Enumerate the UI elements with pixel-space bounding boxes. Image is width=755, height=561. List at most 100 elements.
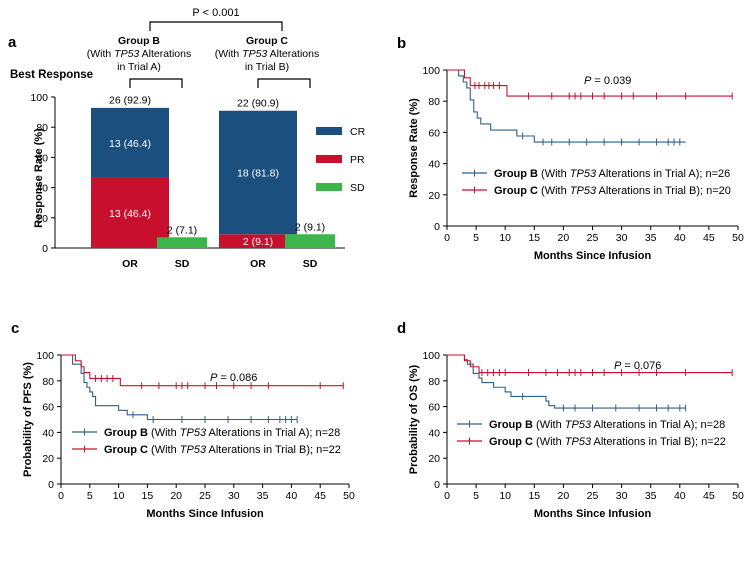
group-note-gene: TP53 (242, 48, 267, 60)
a-y-tick-label: 60 (36, 152, 48, 164)
panel-c-km-chart: c 0 20 40 60 80 100 0 5 10 15 20 25 30 35 40 45 50 Months … (11, 320, 355, 520)
km-curve-group_b (61, 354, 298, 421)
a-y-tick-label: 100 (30, 92, 48, 104)
x-tick-label: 45 (314, 490, 326, 502)
y-tick-label: 60 (42, 402, 54, 414)
legend-swatch-pr (316, 155, 342, 163)
bar-segment-label: 13 (46.4) (109, 208, 151, 220)
panel-a-title: Best Response (10, 69, 93, 81)
p-value-symbol: P (210, 372, 218, 384)
y-tick-label: 100 (36, 350, 54, 362)
km-curve-group_b (447, 354, 686, 409)
legend-group-name: Group B (104, 427, 148, 439)
x-tick-label: 35 (257, 490, 269, 502)
a-y-tick-label: 0 (42, 243, 48, 255)
y-tick-label: 20 (42, 453, 54, 465)
y-tick-label: 0 (434, 221, 440, 233)
legend-text-post: Alterations in Trial A); n=26 (596, 168, 730, 180)
x-category-label: OR (250, 258, 266, 270)
group-bracket (257, 78, 311, 88)
legend-label-pr: PR (350, 154, 365, 166)
x-tick-label: 30 (616, 490, 628, 502)
y-tick-label: 0 (48, 479, 54, 491)
legend-label-group_c: Group C (With TP53 Alterations in Trial … (494, 185, 731, 197)
y-tick-label: 60 (428, 127, 440, 139)
bar-total-label: 26 (92.9) (109, 95, 151, 107)
x-tick-label: 30 (228, 490, 240, 502)
a-y-tick-label: 20 (36, 213, 48, 225)
legend-group-name: Group B (494, 168, 538, 180)
x-tick-label: 25 (587, 490, 599, 502)
x-axis-label: Months Since Infusion (534, 250, 652, 262)
legend-gene: TP53 (565, 419, 592, 431)
group-note-post: Alterations (139, 48, 191, 60)
panel-a-bar-chart: a Best Response Response Rate (%) 0 20 40 6… (8, 7, 366, 270)
legend-label-group_b: Group B (With TP53 Alterations in Trial … (104, 427, 340, 439)
panel-d-letter: d (397, 320, 406, 337)
x-tick-label: 50 (732, 490, 744, 502)
x-category-label: SD (303, 258, 318, 270)
x-tick-label: 25 (587, 232, 599, 244)
legend-gene: TP53 (180, 427, 207, 439)
y-tick-label: 80 (428, 96, 440, 108)
x-tick-label: 45 (703, 232, 715, 244)
legend-group-name: Group B (489, 419, 533, 431)
x-tick-label: 5 (473, 490, 479, 502)
legend-text-pre: (With (538, 185, 570, 197)
x-tick-label: 0 (444, 232, 450, 244)
a-y-tick-label: 80 (36, 122, 48, 134)
y-axis-label: Probability of PFS (%) (22, 362, 34, 477)
p-value-text: = 0.076 (621, 360, 661, 372)
legend-text-post: Alterations in Trial A); n=28 (591, 419, 725, 431)
y-tick-label: 40 (428, 159, 440, 171)
legend-group-name: Group C (104, 444, 148, 456)
panel-b-km-chart: b 0 20 40 60 80 100 0 5 10 15 20 25 30 35 40 45 50 Months … (397, 35, 744, 262)
p-value-label: P = 0.086 (210, 372, 257, 384)
significance-label: P < 0.001 (192, 7, 239, 19)
p-value-label: P = 0.039 (584, 75, 631, 87)
x-tick-label: 35 (645, 490, 657, 502)
group-name: Group C (246, 35, 288, 47)
legend-text-post: Alterations in Trial B); n=22 (206, 444, 341, 456)
group-note-line2: in Trial A) (117, 61, 161, 73)
p-value-symbol: P (614, 360, 622, 372)
significance-bracket (149, 21, 283, 31)
bar-pr-segment (219, 234, 297, 248)
x-tick-label: 20 (558, 232, 570, 244)
y-tick-label: 100 (422, 350, 440, 362)
panel-a-letter: a (8, 34, 17, 51)
x-tick-label: 10 (113, 490, 125, 502)
x-tick-label: 25 (199, 490, 211, 502)
panel-a-ylabel: Response Rate (%) (33, 128, 45, 228)
bar-segment-label: 13 (46.4) (109, 138, 151, 150)
bar-total-label: 22 (90.9) (237, 98, 279, 110)
y-tick-label: 0 (434, 479, 440, 491)
y-tick-label: 20 (428, 453, 440, 465)
legend-text-post: Alterations in Trial B); n=22 (591, 436, 726, 448)
legend-label-group_c: Group C (With TP53 Alterations in Trial … (104, 444, 341, 456)
x-tick-label: 15 (528, 490, 540, 502)
x-tick-label: 35 (645, 232, 657, 244)
bar-segment-label: 2 (9.1) (243, 236, 273, 248)
legend-label-group_b: Group B (With TP53 Alterations in Trial … (494, 168, 730, 180)
bar-cr-segment (219, 110, 297, 235)
legend-label-cr: CR (350, 126, 366, 138)
p-value-text: = 0.039 (591, 75, 631, 87)
x-tick-label: 40 (674, 490, 686, 502)
group-note-pre: (With (215, 48, 242, 60)
group-note-post: Alterations (267, 48, 319, 60)
significance-text: P < 0.001 (192, 7, 239, 19)
legend-text-pre: (With (533, 436, 565, 448)
y-tick-label: 20 (428, 190, 440, 202)
panel-b-letter: b (397, 35, 406, 52)
panel-d-km-chart: d 0 20 40 60 80 100 0 5 10 15 20 25 30 35 40 45 50 Months … (397, 320, 744, 520)
x-tick-label: 0 (444, 490, 450, 502)
x-tick-label: 0 (58, 490, 64, 502)
x-tick-label: 50 (732, 232, 744, 244)
y-tick-label: 40 (428, 427, 440, 439)
legend-text-pre: (With (148, 444, 180, 456)
legend-gene: TP53 (565, 436, 592, 448)
group-note: (With TP53 Alterations (215, 48, 319, 60)
